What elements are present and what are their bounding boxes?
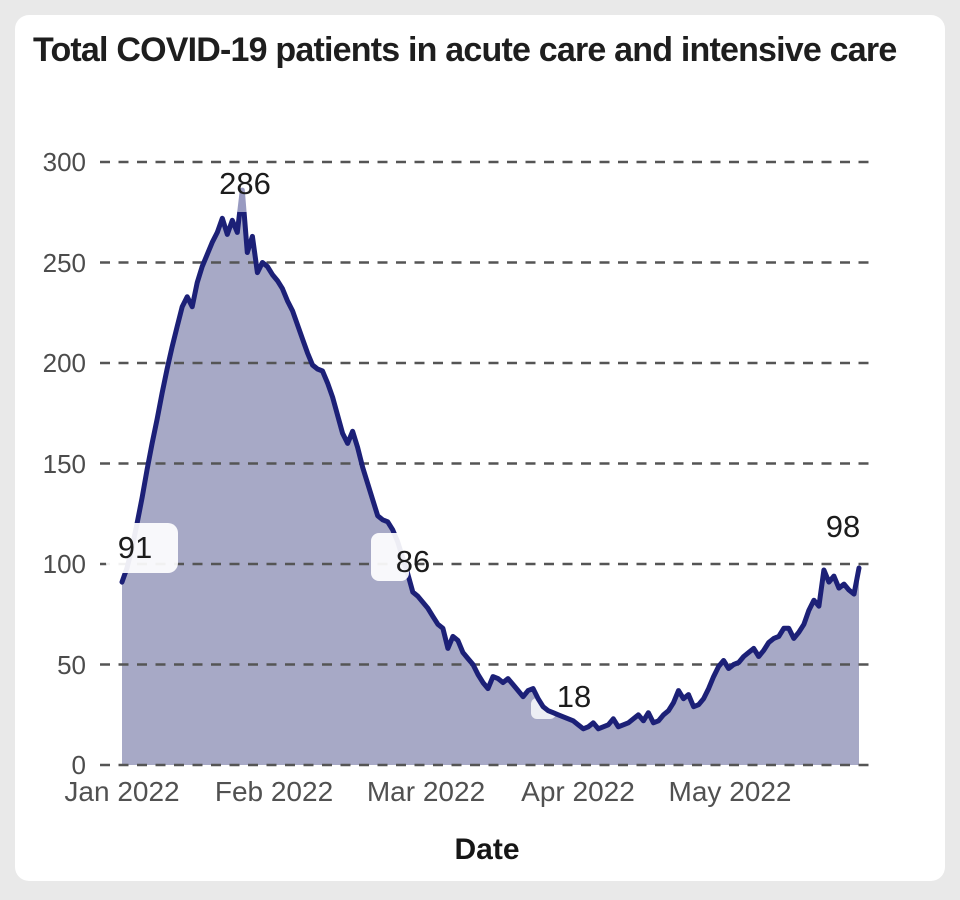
data-label: 18 xyxy=(556,679,592,714)
data-label-box xyxy=(233,166,259,212)
trend-line xyxy=(119,187,862,732)
y-tick-label: 150 xyxy=(42,448,86,479)
x-axis-title: Date xyxy=(454,833,520,866)
label-boxes-over xyxy=(106,166,409,581)
y-tick-label: 100 xyxy=(42,549,86,579)
y-tick-label: 0 xyxy=(71,750,86,780)
chart-title: Total COVID-19 patients in acute care an… xyxy=(33,31,897,69)
area-fill xyxy=(122,190,859,766)
y-tick-label: 50 xyxy=(57,649,86,680)
y-tick-label: 300 xyxy=(42,147,86,177)
x-tick-label: Mar 2022 xyxy=(366,776,486,807)
y-tick-label: 250 xyxy=(42,247,86,278)
y-tick-label: 200 xyxy=(42,348,86,378)
data-label: 286 xyxy=(219,166,271,201)
x-tick-label: Feb 2022 xyxy=(214,776,334,807)
x-tick-label: May 2022 xyxy=(668,776,792,807)
data-label-box xyxy=(371,533,409,581)
data-label: 91 xyxy=(117,530,153,565)
data-label-box xyxy=(106,523,178,573)
data-label: 98 xyxy=(825,509,861,544)
data-label: 86 xyxy=(395,544,431,579)
x-tick-label: Apr 2022 xyxy=(521,776,635,807)
x-tick-label: Jan 2022 xyxy=(64,776,180,807)
